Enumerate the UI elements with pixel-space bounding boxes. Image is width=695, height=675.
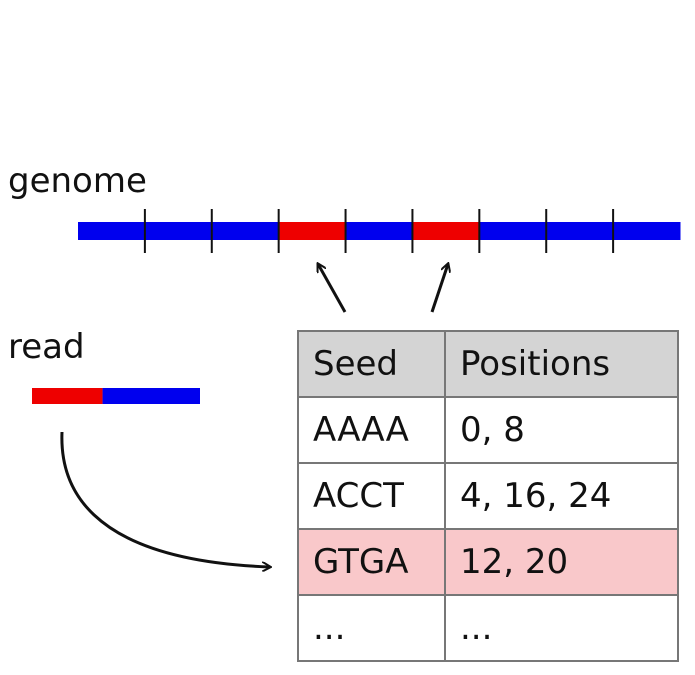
genome-bar: [78, 222, 681, 240]
seed-cell: AAAA: [297, 396, 446, 464]
seed-hit-arrow-1: [318, 264, 347, 313]
positions-cell: 12, 20: [444, 528, 679, 596]
genome-seed-segment: [278, 222, 347, 240]
positions-cell: 0, 8: [444, 396, 679, 464]
table-row: AAAA 0, 8: [297, 396, 679, 464]
genome-segment: [78, 222, 146, 240]
seed-cell: ACCT: [297, 462, 446, 530]
genome-segment: [345, 222, 413, 240]
positions-cell: ...: [444, 594, 679, 662]
seed-cell: GTGA: [297, 528, 446, 596]
column-header-positions: Positions: [444, 330, 679, 398]
table-header-row: Seed Positions: [297, 330, 679, 398]
genome-ticks: [143, 209, 615, 253]
seed-hit-arrow-2: [430, 264, 448, 313]
table-row: ... ...: [297, 594, 679, 662]
read-label: read: [8, 327, 85, 367]
column-header-seed: Seed: [297, 330, 446, 398]
positions-cell: 4, 16, 24: [444, 462, 679, 530]
genome-label: genome: [8, 161, 147, 201]
seed-cell: ...: [297, 594, 446, 662]
read-rest-segment: [102, 388, 200, 404]
genome-segment: [613, 222, 681, 240]
table-row: ACCT 4, 16, 24: [297, 462, 679, 530]
genome-segment: [144, 222, 213, 240]
table-row-highlighted: GTGA 12, 20: [297, 528, 679, 596]
read-seed-segment: [32, 388, 103, 404]
read-to-table-arrow: [60, 431, 270, 567]
read-bar: [32, 388, 200, 404]
genome-segment: [211, 222, 280, 240]
genome-segment: [546, 222, 614, 240]
genome-seed-segment: [412, 222, 480, 240]
genome-segment: [479, 222, 547, 240]
seed-index-table: Seed Positions AAAA 0, 8 ACCT 4, 16, 24 …: [297, 330, 679, 662]
